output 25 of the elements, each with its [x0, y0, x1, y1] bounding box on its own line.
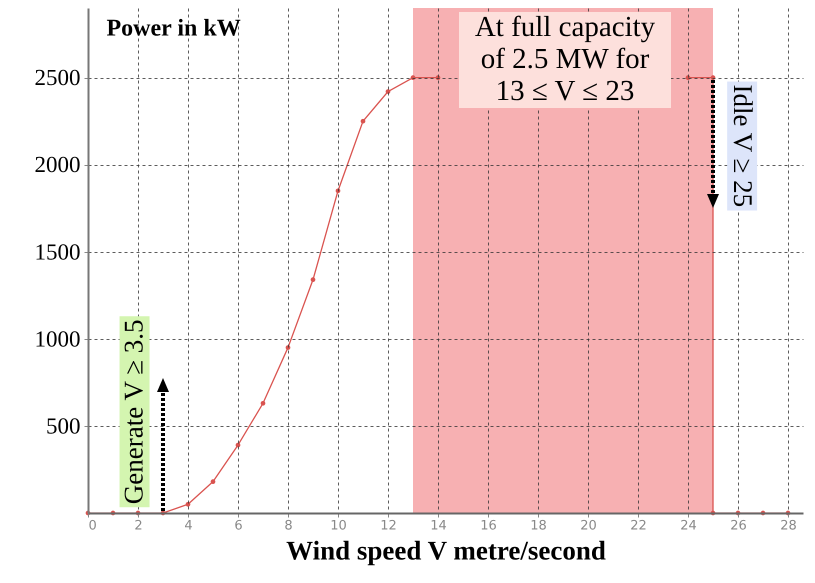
annotation: Idle V ≥ 25 — [726, 82, 758, 210]
x-tick-label: 14 — [430, 518, 447, 534]
x-tick-label: 26 — [730, 518, 747, 534]
x-tick-label: 18 — [530, 518, 547, 534]
x-tick-label: 20 — [580, 518, 597, 534]
x-tick-label: 22 — [630, 518, 647, 534]
x-tick-label: 0 — [88, 518, 97, 534]
annotation: Generate V ≥ 3.5 — [118, 316, 149, 507]
band-label: At full capacity of 2.5 MW for 13 ≤ V ≤ 23 — [459, 11, 671, 108]
y-axis-title: Power in kW — [106, 16, 241, 42]
x-tick-label: 8 — [284, 518, 293, 534]
x-tick-label: 16 — [480, 518, 497, 534]
y-tick-label: 1500 — [34, 239, 80, 264]
x-tick-label: 28 — [780, 518, 797, 534]
y-tick-label: 1000 — [34, 326, 80, 352]
x-tick-label: 12 — [380, 518, 397, 534]
x-axis-title: Wind speed V metre/second — [286, 536, 606, 566]
x-tick-label: 4 — [184, 518, 193, 534]
x-tick-label: 6 — [234, 518, 243, 534]
x-tick-label: 10 — [330, 518, 347, 534]
x-tick-label: 24 — [680, 518, 697, 534]
y-tick-label: 500 — [46, 413, 80, 438]
y-tick-label: 2500 — [34, 65, 80, 90]
y-tick-label: 2000 — [34, 152, 80, 178]
x-tick-label: 2 — [134, 518, 143, 534]
